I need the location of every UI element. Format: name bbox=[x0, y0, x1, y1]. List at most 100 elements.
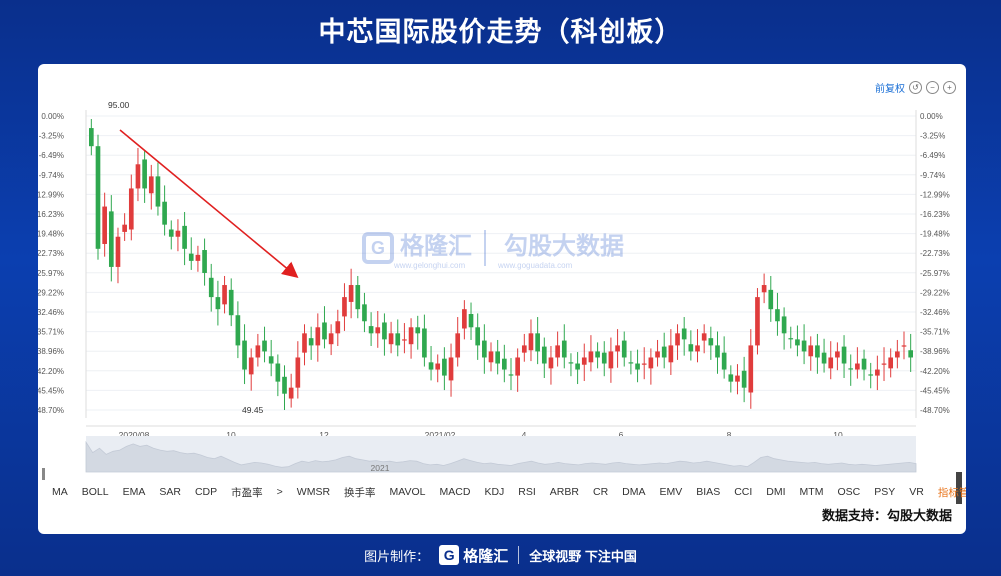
candle-body bbox=[108, 211, 114, 267]
candle-body bbox=[95, 146, 101, 249]
watermark-divider bbox=[484, 230, 486, 266]
chart-card: 0.00% 0.00% -3.25% -3.25% -6.49% -6.49% -9.74%… bbox=[38, 64, 966, 534]
indicator-19[interactable]: MTM bbox=[799, 486, 824, 498]
candle-body bbox=[422, 328, 427, 358]
candle-body bbox=[235, 315, 241, 346]
x-tick-label: 12 bbox=[319, 430, 329, 440]
candle-body bbox=[428, 362, 434, 370]
watermark-data-cn: 勾股大数据 bbox=[504, 233, 624, 260]
candle-body bbox=[382, 322, 387, 340]
candle-body bbox=[795, 339, 800, 346]
candle-body bbox=[482, 340, 487, 358]
indicator-16[interactable]: BIAS bbox=[696, 486, 721, 498]
indicator-22[interactable]: VR bbox=[909, 486, 924, 498]
indicator-18[interactable]: DMI bbox=[766, 486, 786, 498]
high-label: 95.00 bbox=[108, 100, 130, 110]
indicator-0[interactable]: MA bbox=[52, 486, 68, 498]
zoom-in-icon[interactable]: + bbox=[943, 81, 956, 94]
x-tick-label: 4 bbox=[522, 430, 527, 440]
candle-body bbox=[342, 297, 347, 317]
candle-body bbox=[655, 351, 660, 358]
zoom-out-icon[interactable]: − bbox=[926, 81, 939, 94]
reset-icon[interactable]: ↺ bbox=[909, 81, 922, 94]
candle-body bbox=[228, 289, 234, 316]
y-tick-label-right: -16.23% bbox=[920, 210, 950, 219]
indicator-manage-button[interactable]: 指标管理 bbox=[937, 486, 966, 499]
indicator-17[interactable]: CCI bbox=[734, 486, 753, 498]
candle-body bbox=[215, 297, 221, 310]
x-tick-label: 2021/02 bbox=[425, 430, 456, 440]
indicator-8[interactable]: MAVOL bbox=[389, 486, 426, 498]
indicator-5[interactable]: 市盈率 bbox=[231, 486, 263, 499]
candle-body bbox=[115, 236, 121, 267]
candle-body bbox=[295, 357, 301, 388]
candle-body bbox=[362, 304, 367, 322]
candle-body bbox=[208, 277, 214, 298]
candle-body bbox=[315, 327, 321, 346]
candle-body bbox=[828, 357, 834, 369]
candle-body bbox=[408, 327, 414, 345]
candle-body bbox=[328, 333, 334, 345]
candle-body bbox=[895, 351, 900, 358]
candle-body bbox=[755, 297, 760, 346]
indicator-3[interactable]: SAR bbox=[159, 486, 181, 498]
candle-body bbox=[781, 316, 787, 334]
candle-body bbox=[322, 322, 327, 340]
indicator-14[interactable]: DMA bbox=[622, 486, 646, 498]
adjust-mode-button[interactable]: 前复权 bbox=[875, 84, 905, 95]
candle-body bbox=[708, 338, 714, 346]
candle-body bbox=[142, 159, 147, 189]
indicator-7[interactable]: 换手率 bbox=[344, 486, 376, 499]
watermark-brand-cn: 格隆汇 bbox=[400, 233, 472, 260]
candle-body bbox=[248, 357, 254, 375]
candle-body bbox=[508, 374, 514, 376]
low-label: 49.45 bbox=[242, 405, 264, 415]
navigator-year-label: 2021 bbox=[371, 463, 390, 473]
indicator-11[interactable]: RSI bbox=[518, 486, 536, 498]
candle-body bbox=[535, 333, 540, 352]
y-tick-label-right: -9.74% bbox=[920, 171, 945, 180]
indicator-13[interactable]: CR bbox=[592, 486, 609, 498]
indicator-9[interactable]: MACD bbox=[439, 486, 471, 498]
indicator-4[interactable]: CDP bbox=[194, 486, 218, 498]
footer-slogan: 全球视野 下注中国 bbox=[529, 548, 637, 564]
candle-body bbox=[455, 333, 461, 358]
candle-body bbox=[148, 176, 154, 194]
candle-body bbox=[128, 188, 134, 230]
candle-body bbox=[448, 357, 454, 381]
indicator-2[interactable]: EMA bbox=[122, 486, 146, 498]
chart-toolbar: 前复权 ↺ − + bbox=[875, 80, 956, 95]
indicator-6[interactable]: WMSR bbox=[296, 486, 331, 498]
candle-body bbox=[415, 327, 421, 334]
candle-body bbox=[641, 363, 647, 365]
y-tick-label-right: -32.46% bbox=[920, 308, 950, 317]
candle-body bbox=[175, 230, 181, 237]
candle-body bbox=[495, 351, 501, 364]
indicator-12[interactable]: ARBR bbox=[549, 486, 579, 498]
candle-body bbox=[635, 363, 640, 370]
indicator-bar: MA BOLL EMA SAR CDP 市盈率 > WMSR 换手率 MAVOL MACD KDJ RS… bbox=[38, 482, 966, 502]
indicator-10[interactable]: KDJ bbox=[484, 486, 505, 498]
indicator-more-button[interactable]: > bbox=[276, 486, 283, 498]
x-tick-label: 6 bbox=[619, 430, 624, 440]
navigator-handle-left bbox=[42, 468, 45, 480]
navigator-handle-right bbox=[956, 472, 962, 504]
indicator-21[interactable]: PSY bbox=[874, 486, 896, 498]
indicator-20[interactable]: OSC bbox=[837, 486, 861, 498]
candle-body bbox=[668, 345, 674, 363]
indicator-15[interactable]: EMV bbox=[659, 486, 683, 498]
y-tick-label-left: -22.73% bbox=[38, 249, 64, 258]
candle-body bbox=[588, 351, 594, 363]
candle-body bbox=[162, 201, 167, 225]
candle-body bbox=[541, 346, 547, 364]
candle-body bbox=[615, 345, 620, 352]
candle-body bbox=[475, 327, 481, 346]
y-tick-label-right: -6.49% bbox=[920, 151, 945, 160]
footer-divider bbox=[518, 546, 520, 564]
candle-body bbox=[868, 374, 874, 376]
y-tick-label-left: -16.23% bbox=[38, 210, 64, 219]
candle-body bbox=[855, 363, 860, 370]
indicator-1[interactable]: BOLL bbox=[81, 486, 109, 498]
y-tick-label-right: -42.20% bbox=[920, 367, 950, 376]
stock-chart[interactable]: 0.00% 0.00% -3.25% -3.25% -6.49% -6.49% -9.74%… bbox=[38, 64, 966, 534]
